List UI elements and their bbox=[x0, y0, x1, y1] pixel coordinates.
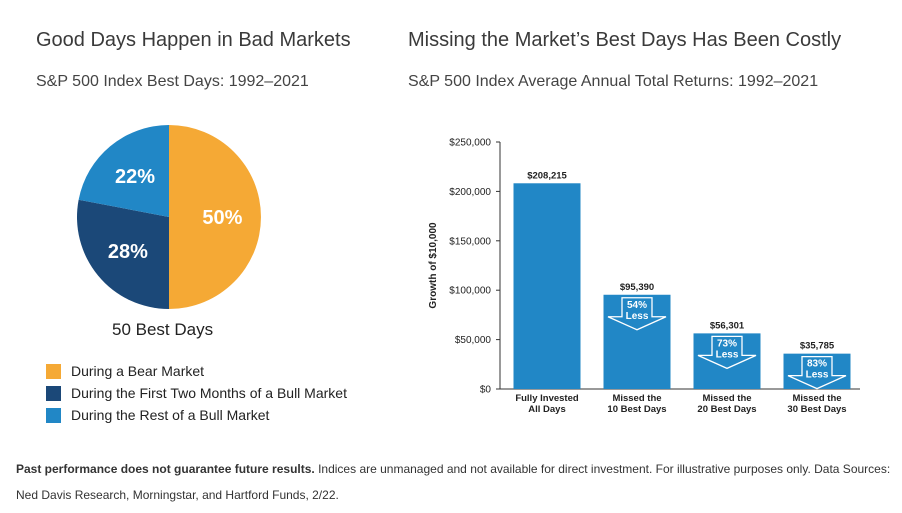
y-tick-label: $250,000 bbox=[449, 138, 491, 149]
y-tick-label: $150,000 bbox=[449, 236, 491, 247]
legend-label: During the First Two Months of a Bull Ma… bbox=[71, 385, 347, 401]
legend-swatch bbox=[46, 363, 61, 379]
y-tick-label: $0 bbox=[480, 385, 492, 396]
pie-slice-bear-market bbox=[169, 125, 261, 309]
x-category-label: Missed the bbox=[612, 393, 661, 404]
bar-value-label: $208,215 bbox=[527, 170, 567, 181]
pie-slice-first-two-months bbox=[76, 199, 169, 309]
decline-label: 83% bbox=[807, 359, 827, 370]
pie-slice-label: 28% bbox=[108, 241, 148, 263]
y-tick-label: $200,000 bbox=[449, 187, 491, 198]
pie-panel-title: Good Days Happen in Bad Markets bbox=[36, 29, 351, 51]
x-category-label: Fully Invested bbox=[515, 393, 579, 404]
bar bbox=[513, 183, 581, 389]
x-category-label: 10 Best Days bbox=[607, 404, 666, 415]
decline-label: Less bbox=[716, 349, 739, 360]
footer-sources: Indices are unmanaged and not available … bbox=[16, 462, 891, 502]
decline-label: Less bbox=[626, 311, 649, 322]
pie-slice-label: 22% bbox=[115, 166, 155, 188]
bar-panel-subtitle: S&P 500 Index Average Annual Total Retur… bbox=[408, 73, 819, 90]
pie-legend: During a Bear Market During the First Tw… bbox=[46, 360, 347, 426]
decline-arrow-icon bbox=[787, 355, 847, 390]
legend-item-rest-of-bull-market: During the Rest of a Bull Market bbox=[46, 404, 347, 426]
x-category-label: All Days bbox=[528, 404, 566, 415]
x-category-label: Missed the bbox=[792, 393, 841, 404]
bar-value-label: $95,390 bbox=[620, 282, 654, 293]
legend-swatch bbox=[46, 407, 61, 423]
y-tick-label: $100,000 bbox=[449, 286, 491, 297]
x-category-label: 30 Best Days bbox=[787, 404, 846, 415]
decline-arrow-icon bbox=[697, 335, 757, 370]
pie-chart: 50% 28% 22% bbox=[76, 125, 261, 309]
footer-disclaimer: Past performance does not guarantee futu… bbox=[16, 456, 896, 508]
legend-item-first-two-months: During the First Two Months of a Bull Ma… bbox=[46, 382, 347, 404]
pie-slice-label: 50% bbox=[202, 207, 242, 229]
bar-value-label: $56,301 bbox=[710, 320, 745, 331]
footer-bold-note: Past performance does not guarantee futu… bbox=[16, 462, 315, 476]
pie-caption: 50 Best Days bbox=[112, 320, 214, 339]
x-category-label: Missed the bbox=[702, 393, 751, 404]
legend-item-bear-market: During a Bear Market bbox=[46, 360, 347, 382]
bar-value-label: $35,785 bbox=[800, 341, 835, 352]
decline-label: 73% bbox=[717, 338, 737, 349]
pie-slice-rest-of-bull-market bbox=[78, 125, 169, 217]
decline-arrow-icon bbox=[607, 297, 667, 331]
y-axis-label: Growth of $10,000 bbox=[428, 222, 439, 309]
y-tick-label: $50,000 bbox=[455, 335, 492, 346]
legend-swatch bbox=[46, 385, 61, 401]
legend-label: During the Rest of a Bull Market bbox=[71, 407, 270, 423]
pie-panel-subtitle: S&P 500 Index Best Days: 1992–2021 bbox=[36, 73, 309, 90]
bar-chart: $0 $50,000 $100,000 $150,000 $200,000 $250,00… bbox=[428, 138, 860, 415]
legend-label: During a Bear Market bbox=[71, 363, 205, 379]
decline-label: 54% bbox=[627, 300, 647, 311]
decline-label: Less bbox=[806, 370, 829, 381]
x-category-label: 20 Best Days bbox=[697, 404, 756, 415]
bar-panel-title: Missing the Market’s Best Days Has Been … bbox=[408, 29, 842, 51]
